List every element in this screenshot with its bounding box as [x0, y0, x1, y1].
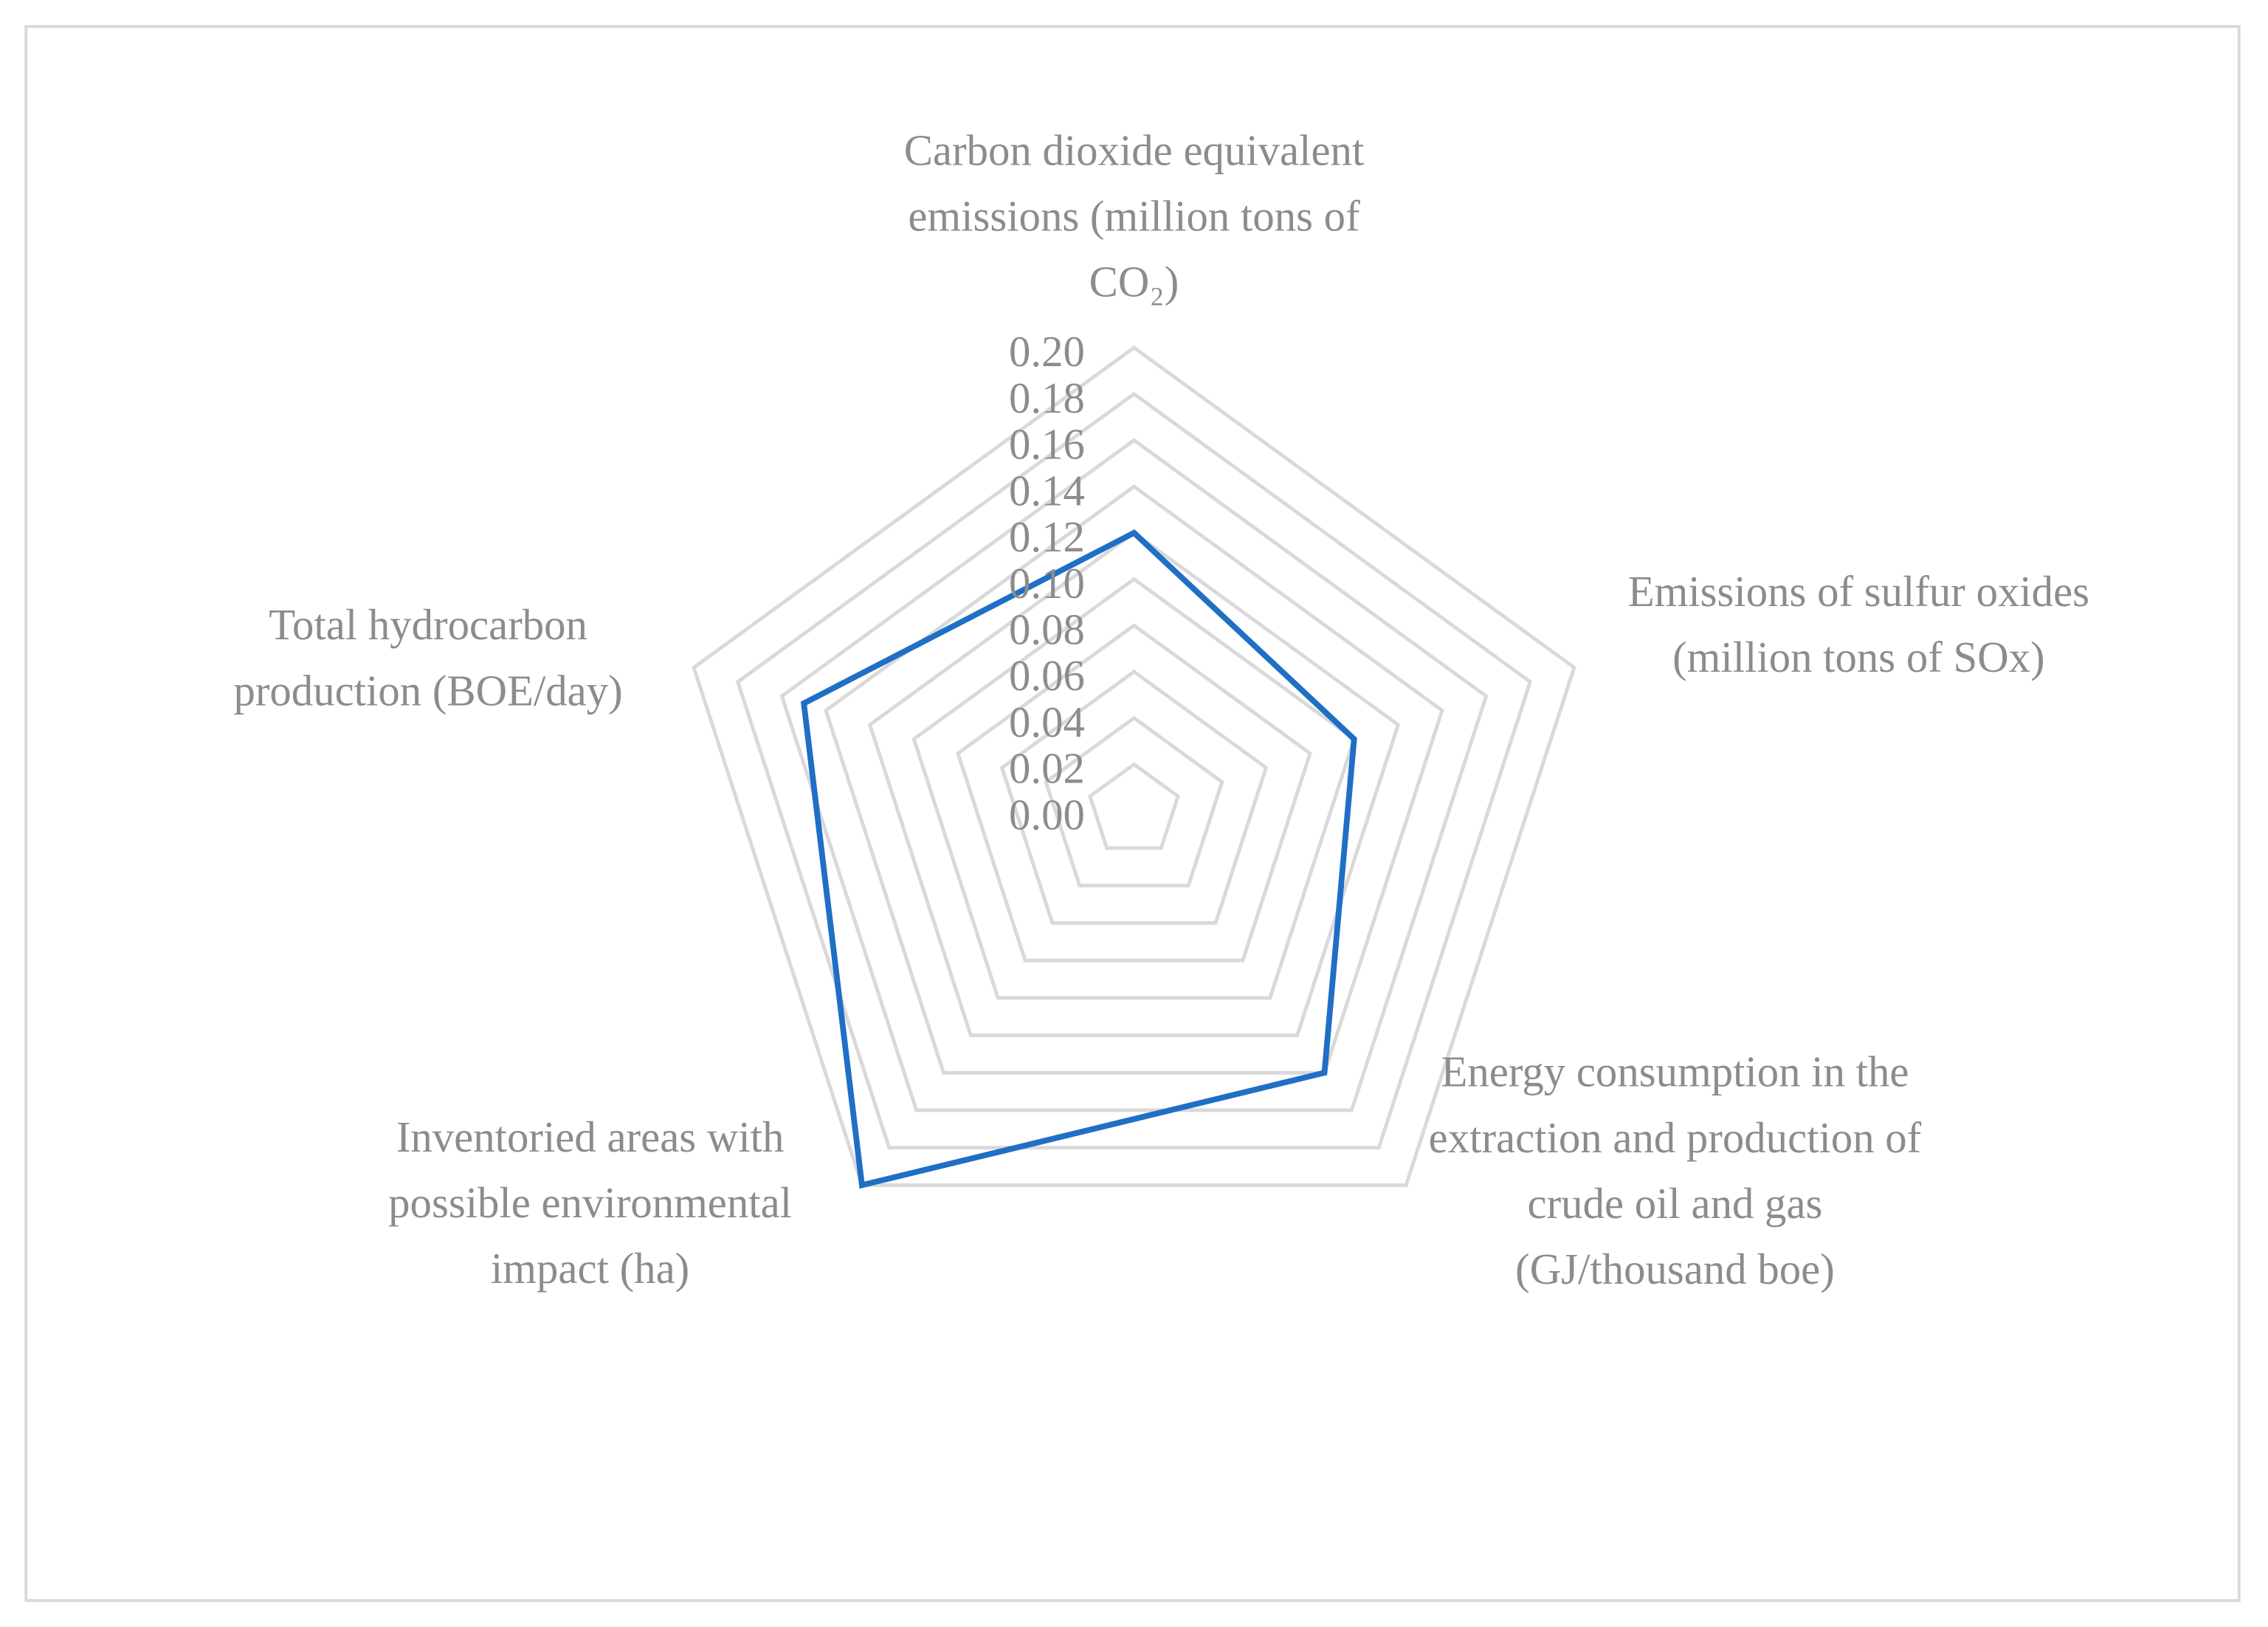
grid-ring	[735, 391, 1533, 1150]
grid-ring	[999, 669, 1269, 925]
data-line	[800, 529, 1357, 1189]
category-label: Inventoried areas with possible environme…	[388, 1113, 792, 1293]
grid-ring	[779, 438, 1489, 1112]
grid-ring	[1087, 762, 1181, 850]
grid-ring	[824, 484, 1444, 1075]
axis-tick-label: 0.00	[1009, 791, 1085, 839]
axis-tick-label: 0.04	[1009, 698, 1085, 746]
axis-tick-label: 0.10	[1009, 560, 1085, 608]
axis-tick-label: 0.20	[1009, 328, 1085, 376]
axis-tick-label: 0.08	[1009, 605, 1085, 653]
axis-tick-label: 0.02	[1009, 745, 1085, 793]
category-label: Carbon dioxide equivalent emissions (mill…	[904, 127, 1365, 306]
grid-ring	[1044, 715, 1224, 888]
axis-tick-label: 0.16	[1009, 421, 1085, 469]
grid-ring	[911, 577, 1357, 1000]
category-label: Emissions of sulfur oxides (million tons …	[1628, 568, 2089, 682]
category-label: Energy consumption in the extraction and …	[1429, 1048, 1922, 1294]
grid-ring	[867, 530, 1401, 1037]
grid-ring	[692, 345, 1576, 1187]
axis-tick-label: 0.12	[1009, 513, 1085, 561]
axis-tick-label: 0.18	[1009, 374, 1085, 422]
axis-tick-label: 0.14	[1009, 467, 1085, 515]
chart-border	[24, 24, 2241, 1603]
category-label: Total hydrocarbon production (BOE/day)	[233, 602, 622, 715]
axis-tick-label: 0.06	[1009, 652, 1085, 700]
grid-ring	[956, 623, 1312, 963]
